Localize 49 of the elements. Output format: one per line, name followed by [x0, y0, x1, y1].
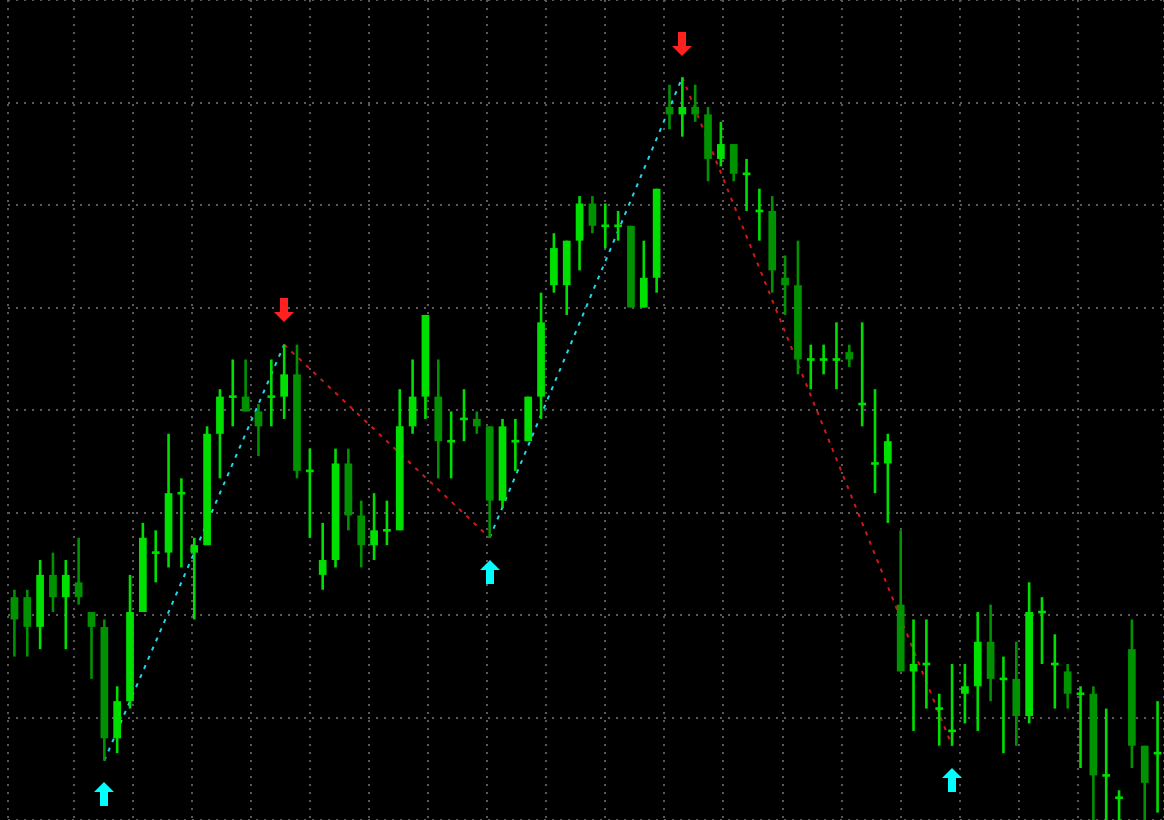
candlestick — [280, 343, 289, 421]
candlestick — [639, 239, 648, 309]
candlestick — [1063, 662, 1072, 710]
candlestick — [190, 536, 199, 621]
candlestick — [216, 387, 224, 480]
candlestick — [1140, 744, 1149, 820]
candlestick — [717, 120, 725, 168]
candlestick — [318, 521, 327, 592]
candlestick — [49, 551, 57, 614]
candlestick — [10, 588, 19, 658]
candlestick — [562, 239, 571, 317]
candlestick — [87, 610, 96, 681]
candlestick — [227, 358, 238, 428]
candlestick — [600, 202, 611, 250]
candlestick — [869, 387, 881, 495]
candlestick — [1075, 685, 1086, 770]
candlestick — [845, 343, 854, 369]
candlestick — [266, 358, 277, 428]
candlestick — [370, 491, 378, 562]
candlestick — [678, 75, 687, 138]
candlestick — [1101, 707, 1112, 820]
candlestick — [973, 610, 982, 733]
candlestick — [729, 142, 738, 183]
candlestick — [934, 692, 945, 748]
candlestick — [254, 402, 263, 458]
candlestick — [381, 499, 393, 547]
candlestick — [818, 343, 829, 376]
candlestick — [1113, 788, 1125, 820]
candlestick — [1012, 640, 1021, 748]
candlestick — [150, 529, 161, 584]
candlestick — [588, 194, 597, 235]
candlestick — [61, 558, 70, 651]
candlestick — [961, 662, 969, 725]
candlestick — [113, 685, 122, 755]
candlestick — [23, 588, 32, 658]
candlestick — [550, 231, 558, 294]
candlestick — [472, 410, 481, 436]
candlestick — [612, 209, 624, 242]
candlestick — [434, 358, 443, 480]
candlestick — [781, 254, 789, 317]
candlestick — [691, 83, 700, 124]
candlestick — [357, 499, 366, 569]
candlestick — [74, 536, 83, 606]
candlestick — [831, 321, 842, 391]
candlestick — [805, 343, 816, 391]
candlestick — [704, 105, 712, 183]
candlestick — [986, 603, 995, 703]
candlestick — [575, 194, 584, 272]
candlestick — [883, 432, 892, 525]
